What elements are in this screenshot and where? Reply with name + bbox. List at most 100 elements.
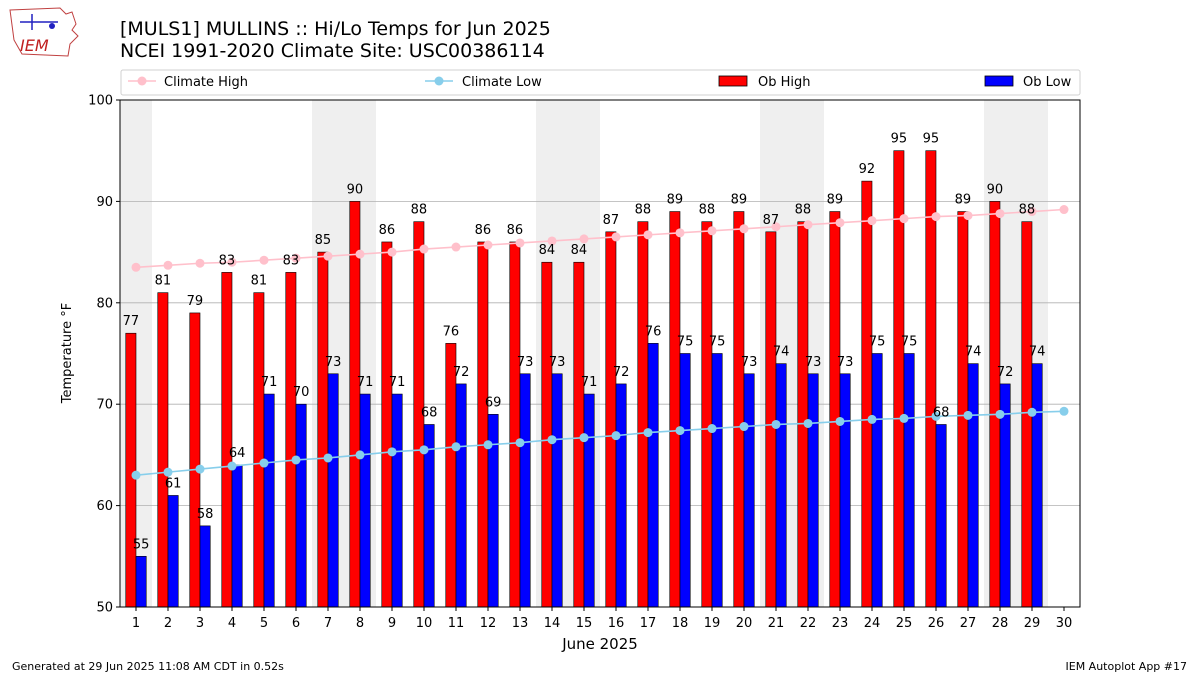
climate-low-point-day-24 xyxy=(867,414,877,424)
climate-high-point-day-6 xyxy=(291,253,301,263)
ob-low-bar-day-23 xyxy=(839,373,851,608)
climate-high-point-day-7 xyxy=(323,251,333,261)
climate-high-point-day-28 xyxy=(995,209,1005,219)
ob-high-label-day-1: 77 xyxy=(123,314,140,329)
generated-footer: Generated at 29 Jun 2025 11:08 AM CDT in… xyxy=(12,660,284,673)
y-tick-label-60: 60 xyxy=(96,499,113,514)
ob-high-bar-day-21 xyxy=(765,231,777,608)
x-tick-label-25: 25 xyxy=(896,616,913,631)
ob-low-label-day-2: 61 xyxy=(165,476,182,491)
ob-high-label-day-15: 84 xyxy=(571,243,588,258)
ob-high-bar-day-7 xyxy=(317,251,329,608)
ob-low-bar-day-11 xyxy=(455,383,467,608)
climate-high-point-day-26 xyxy=(931,212,941,222)
ob-low-bar-day-25 xyxy=(903,353,915,608)
iem-logo: IEM xyxy=(9,7,79,57)
ob-high-label-day-8: 90 xyxy=(347,182,364,197)
ob-high-label-day-28: 90 xyxy=(987,182,1004,197)
legend-ob-low-label: Ob Low xyxy=(1023,75,1072,90)
ob-high-bar-day-6 xyxy=(285,272,297,608)
climate-low-point-day-14 xyxy=(547,435,557,445)
climate-high-point-day-20 xyxy=(739,224,749,234)
ob-high-label-day-6: 83 xyxy=(283,253,300,268)
x-tick-label-24: 24 xyxy=(864,616,881,631)
climate-high-point-day-16 xyxy=(611,232,621,242)
ob-high-bar-day-4 xyxy=(221,272,233,608)
climate-low-point-day-1 xyxy=(131,470,141,480)
ob-low-label-day-28: 72 xyxy=(997,365,1014,380)
x-tick-label-22: 22 xyxy=(800,616,817,631)
ob-low-label-day-4: 64 xyxy=(229,446,246,461)
ob-high-label-day-25: 95 xyxy=(891,132,908,147)
ob-high-label-day-23: 89 xyxy=(827,193,844,208)
ob-high-bar-day-3 xyxy=(189,312,201,608)
ob-high-bar-day-18 xyxy=(669,211,681,608)
ob-low-bar-day-22 xyxy=(807,373,819,608)
ob-high-label-day-4: 83 xyxy=(219,253,236,268)
ob-low-label-day-18: 75 xyxy=(677,335,694,350)
y-tick-label-90: 90 xyxy=(96,195,113,210)
climate-high-point-day-13 xyxy=(515,238,525,248)
climate-low-point-day-4 xyxy=(227,461,237,471)
climate-low-point-day-10 xyxy=(419,445,429,455)
ob-low-bar-day-1 xyxy=(135,555,147,608)
x-tick-label-1: 1 xyxy=(132,616,140,631)
ob-low-label-day-16: 72 xyxy=(613,365,630,380)
bar-value-labels: 77 55 81 61 79 58 83 64 81 71 83 70 85 73 90 71 86 71 88 68… xyxy=(123,132,1046,553)
climate-high-point-day-2 xyxy=(163,260,173,270)
x-tick-label-4: 4 xyxy=(228,616,236,631)
y-tick-label-70: 70 xyxy=(96,398,113,413)
climate-low-point-day-12 xyxy=(483,440,493,450)
climate-low-point-day-18 xyxy=(675,426,685,436)
ob-high-bar-day-2 xyxy=(157,292,169,608)
ob-low-bar-day-18 xyxy=(679,353,691,608)
ob-low-label-day-3: 58 xyxy=(197,507,214,522)
ob-low-bar-day-3 xyxy=(199,525,211,608)
ob-high-bar-day-16 xyxy=(605,231,617,608)
ob-low-bar-day-15 xyxy=(583,393,595,608)
ob-high-bar-day-5 xyxy=(253,292,265,608)
ob-high-label-day-13: 86 xyxy=(507,223,524,238)
ob-high-bar-day-8 xyxy=(349,201,361,608)
ob-high-label-day-10: 88 xyxy=(411,203,428,218)
x-tick-label-20: 20 xyxy=(736,616,753,631)
x-tick-label-11: 11 xyxy=(448,616,465,631)
climate-low-point-day-22 xyxy=(803,418,813,428)
ob-low-bar-day-5 xyxy=(263,393,275,608)
ob-high-label-day-19: 88 xyxy=(699,203,716,218)
ob-high-bar-day-13 xyxy=(509,241,521,608)
ob-low-label-day-24: 75 xyxy=(869,335,886,350)
climate-low-point-day-3 xyxy=(195,464,205,474)
climate-low-point-day-23 xyxy=(835,416,845,426)
ob-high-label-day-12: 86 xyxy=(475,223,492,238)
x-tick-label-26: 26 xyxy=(928,616,945,631)
climate-high-point-day-3 xyxy=(195,258,205,268)
x-tick-label-15: 15 xyxy=(576,616,593,631)
ob-high-bar-day-12 xyxy=(477,241,489,608)
climate-high-point-day-4 xyxy=(227,257,237,267)
climate-low-point-day-29 xyxy=(1027,407,1037,417)
y-axis-label: Temperature °F xyxy=(60,303,75,404)
ob-high-label-day-7: 85 xyxy=(315,233,332,248)
ob-high-bar-day-9 xyxy=(381,241,393,608)
ob-low-bar-day-14 xyxy=(551,373,563,608)
ob-low-label-day-7: 73 xyxy=(325,355,342,370)
ob-high-bar-day-14 xyxy=(541,261,553,608)
ob-high-bar-day-23 xyxy=(829,211,841,608)
x-tick-label-19: 19 xyxy=(704,616,721,631)
ob-low-label-day-15: 71 xyxy=(581,375,598,390)
ob-low-bar-day-17 xyxy=(647,343,659,608)
climate-low-point-day-7 xyxy=(323,453,333,463)
ob-high-label-day-3: 79 xyxy=(187,294,204,309)
climate-high-point-day-19 xyxy=(707,226,717,236)
ob-low-label-day-21: 74 xyxy=(773,345,790,360)
climate-high-line xyxy=(135,208,1065,269)
ob-low-bar-day-13 xyxy=(519,373,531,608)
x-tick-label-7: 7 xyxy=(324,616,332,631)
climate-high-point-day-18 xyxy=(675,228,685,238)
x-tick-label-17: 17 xyxy=(640,616,657,631)
legend-climate-high-label: Climate High xyxy=(164,75,248,90)
x-tick-label-16: 16 xyxy=(608,616,625,631)
ob-high-bar-day-20 xyxy=(733,211,745,608)
climate-low-point-day-25 xyxy=(899,413,909,423)
